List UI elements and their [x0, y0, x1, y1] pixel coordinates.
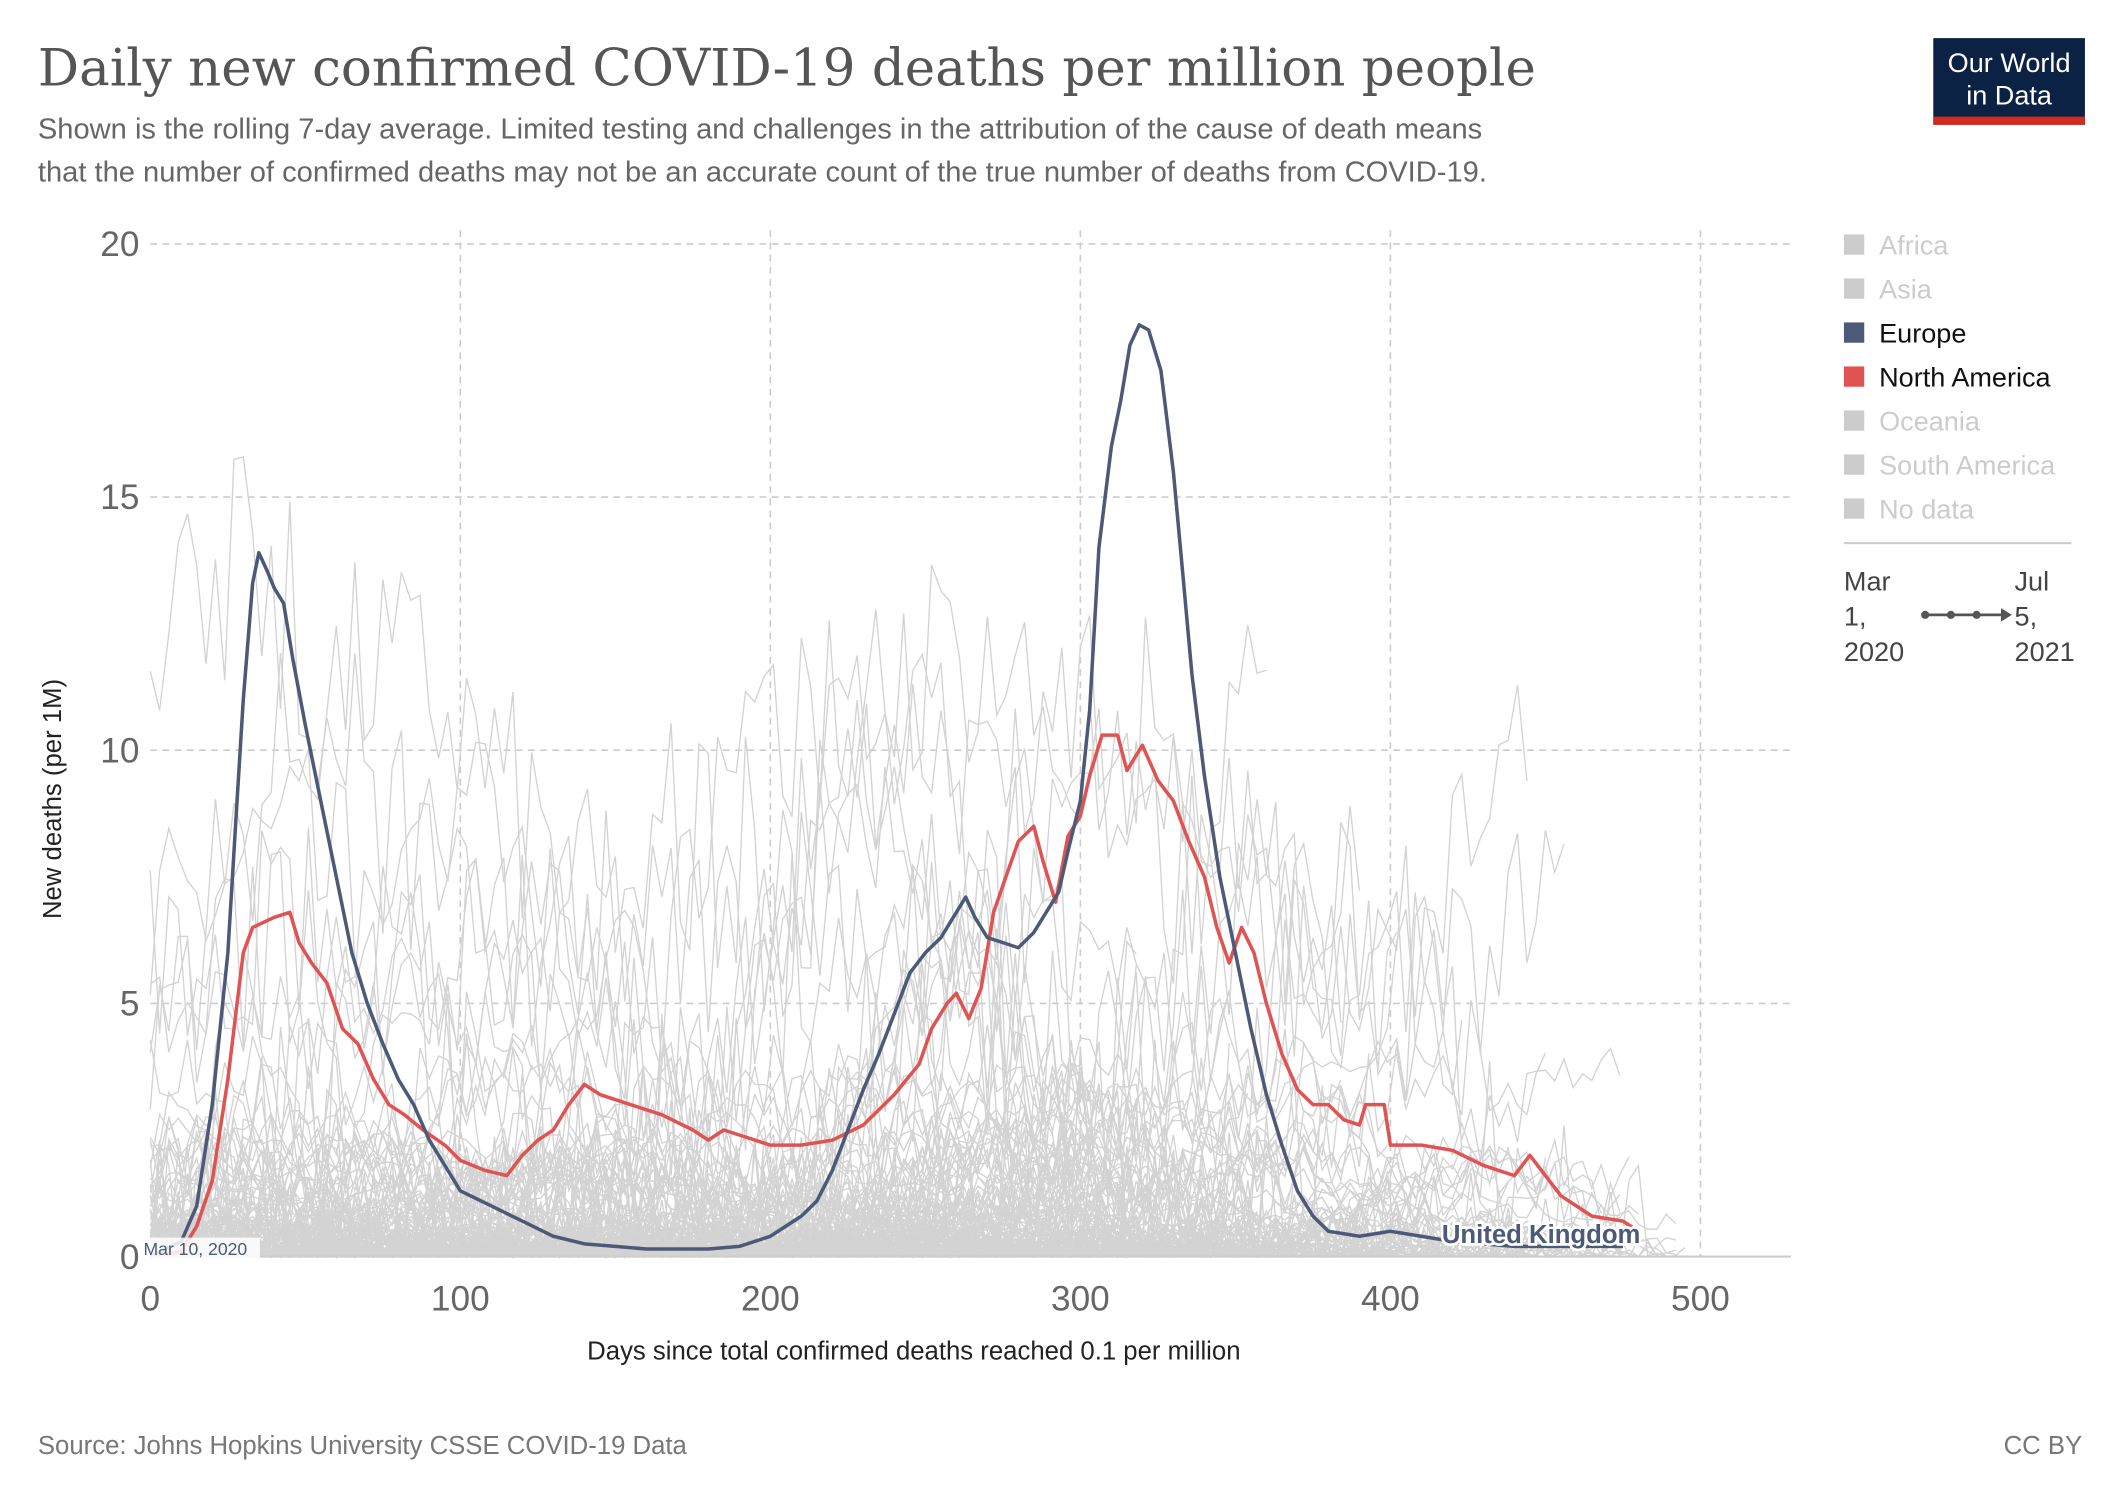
country-line: [150, 1143, 1481, 1259]
y-tick-label: 15: [100, 478, 139, 517]
united-kingdom-label[interactable]: United Kingdom: [1439, 1218, 1643, 1251]
x-axis-label: Days since total confirmed deaths reache…: [587, 1337, 1240, 1365]
legend-label: South America: [1879, 450, 2056, 481]
chart-subtitle-line-2: that the number of confirmed deaths may …: [38, 157, 1487, 189]
country-line: [149, 1136, 1639, 1259]
legend-label: North America: [1879, 362, 2051, 393]
legend: Africa Asia Europe North America Oceania Sout…: [1843, 230, 2056, 525]
timeline-end: Jul 5, 2021: [2015, 565, 2075, 666]
legend-swatch: [1843, 278, 1865, 299]
source-note[interactable]: Source: Johns Hopkins University CSSE CO…: [38, 1432, 688, 1460]
y-tick-label: 5: [120, 985, 140, 1024]
legend-item-north-america[interactable]: North America: [1843, 362, 2052, 393]
legend-item-south-america[interactable]: South America: [1843, 450, 2056, 481]
legend-swatch: [1843, 322, 1865, 343]
legend-item-africa[interactable]: Africa: [1843, 230, 1949, 261]
license[interactable]: CC BY: [2004, 1432, 2083, 1460]
logo-background: [1933, 38, 2085, 125]
start-label-bg: [140, 1237, 260, 1261]
x-tick-label: 300: [1051, 1280, 1110, 1319]
legend-swatch: [1843, 234, 1865, 255]
country-line: [149, 455, 1277, 1258]
country-line: [149, 1034, 1639, 1260]
timeline-arrow-icon[interactable]: [1921, 608, 2012, 622]
country-line: [150, 1046, 1621, 1259]
legend-swatch: [1843, 454, 1865, 475]
x-tick-labels: 0 100 200 300 400 500: [140, 1280, 1729, 1319]
legend-label: Africa: [1879, 230, 1949, 261]
country-line: [149, 562, 1547, 1258]
legend-label: Oceania: [1879, 406, 1981, 437]
y-tick-label: 10: [100, 731, 139, 770]
chart-subtitle-line-1: Shown is the rolling 7-day average. Limi…: [38, 113, 1482, 145]
series-lines: [149, 323, 1640, 1259]
y-axis-label: New deaths (per 1M): [39, 679, 67, 919]
grid: [150, 230, 1792, 1257]
legend-swatch: [1843, 498, 1865, 519]
timeline[interactable]: Mar 1, 2020 Jul 5, 2021: [1844, 565, 2075, 666]
logo-line-1: Our World: [1948, 47, 2071, 78]
series-line-europe[interactable]: [149, 323, 1623, 1259]
owid-logo[interactable]: Our World in Data: [1933, 38, 2085, 125]
legend-item-oceania[interactable]: Oceania: [1843, 406, 1981, 437]
x-tick-label: 0: [140, 1280, 160, 1319]
legend-item-asia[interactable]: Asia: [1843, 274, 1933, 305]
legend-label: No data: [1879, 494, 1975, 525]
legend-swatch: [1843, 366, 1865, 387]
logo-red-bar: [1933, 116, 2085, 125]
timeline-start: Mar 1, 2020: [1844, 565, 1904, 666]
legend-item-no-data[interactable]: No data: [1843, 494, 1975, 525]
legend-label: Asia: [1879, 274, 1933, 305]
x-tick-label: 500: [1671, 1280, 1730, 1319]
y-tick-label: 20: [100, 225, 139, 264]
series-line-north[interactable]: [149, 733, 1640, 1259]
other-countries-lines: [149, 455, 1686, 1260]
start-date-annotation: Mar 10, 2020: [144, 1239, 248, 1259]
y-tick-labels: 0 5 10 15 20: [100, 225, 139, 1277]
x-tick-label: 200: [741, 1280, 800, 1319]
legend-item-europe[interactable]: Europe: [1843, 318, 1966, 349]
chart-title: Daily new confirmed COVID-19 deaths per …: [38, 39, 1536, 99]
legend-swatch: [1843, 410, 1865, 431]
x-tick-label: 100: [431, 1280, 490, 1319]
x-tick-label: 400: [1361, 1280, 1420, 1319]
country-line: [150, 1146, 1667, 1259]
country-line: [150, 1209, 1546, 1258]
logo-line-2: in Data: [1966, 79, 2053, 110]
legend-label: Europe: [1879, 318, 1966, 349]
y-tick-label: 0: [120, 1238, 140, 1277]
